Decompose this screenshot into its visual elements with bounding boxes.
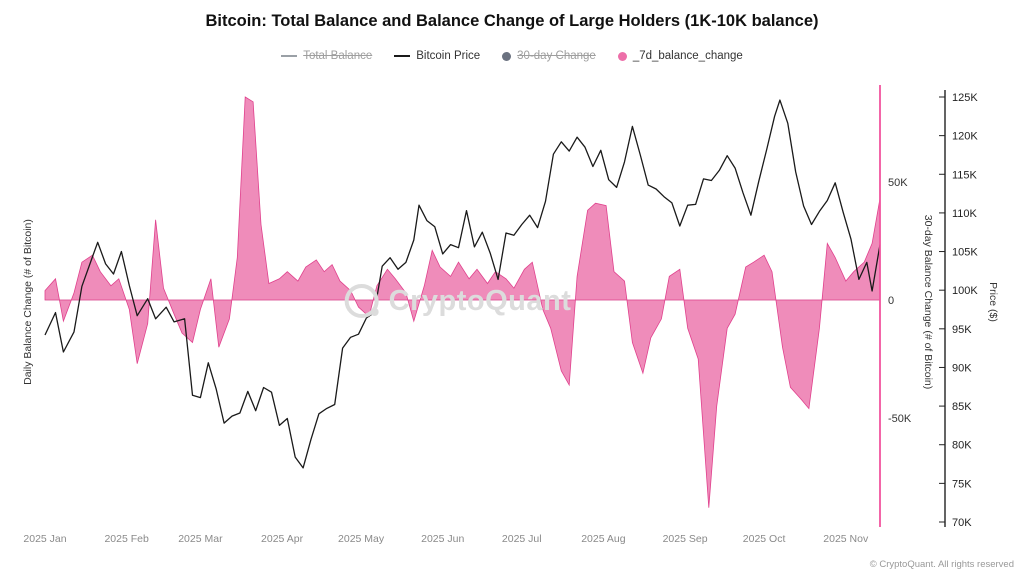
x-tick-label: 2025 Mar xyxy=(178,533,223,545)
right-outer-axis-title: Price ($) xyxy=(987,282,999,322)
x-tick-label: 2025 Aug xyxy=(581,533,626,545)
bitcoin-price-line[interactable] xyxy=(44,99,881,469)
legend-label: Bitcoin Price xyxy=(416,50,481,62)
legend-label: _7d_balance_change xyxy=(632,50,743,62)
legend-label: Total Balance xyxy=(303,50,373,62)
balance-tick-label: -50K xyxy=(888,413,912,425)
legend-item-bitcoin-price[interactable]: Bitcoin Price xyxy=(394,50,480,62)
x-tick-label: 2025 Jan xyxy=(23,533,66,545)
price-tick-label: 110K xyxy=(952,208,978,220)
legend-item-total-balance[interactable]: Total Balance xyxy=(281,50,372,62)
x-tick-label: 2025 May xyxy=(338,533,385,545)
balance-tick-label: 0 xyxy=(888,295,894,307)
price-tick-label: 100K xyxy=(952,285,978,297)
chart-title: Bitcoin: Total Balance and Balance Chang… xyxy=(205,12,819,30)
price-tick-label: 120K xyxy=(952,131,978,143)
price-tick-label: 115K xyxy=(952,169,978,181)
copyright-notice: © CryptoQuant. All rights reserved xyxy=(869,559,1014,570)
x-tick-label: 2025 Oct xyxy=(743,533,786,545)
price-tick-label: 80K xyxy=(952,440,972,452)
price-tick-label: 95K xyxy=(952,324,972,336)
price-tick-label: 85K xyxy=(952,401,972,413)
right-inner-axis-title: 30-day Balance Change (# of Bitcoin) xyxy=(922,214,934,390)
bitcoin-price-line-swatch xyxy=(394,55,411,57)
x-tick-label: 2025 Jun xyxy=(421,533,464,545)
price-tick-label: 90K xyxy=(952,362,972,374)
chart-legend: Total Balance Bitcoin Price 30-day Chang… xyxy=(0,50,1024,62)
x-tick-label: 2025 Sep xyxy=(663,533,708,545)
left-axis-title: Daily Balance Change (# of Bitcoin) xyxy=(22,219,34,385)
balance-tick-label: 50K xyxy=(888,177,908,189)
price-tick-label: 125K xyxy=(952,92,978,104)
seven-day-balance-change-area[interactable] xyxy=(44,96,881,508)
price-tick-label: 75K xyxy=(952,478,972,490)
legend-item-7d-balance-change[interactable]: _7d_balance_change xyxy=(617,50,743,62)
seven-day-balance-change-dot-swatch xyxy=(617,51,627,61)
price-tick-label: 105K xyxy=(952,247,978,259)
x-tick-label: 2025 Nov xyxy=(823,533,869,545)
legend-label: 30-day Change xyxy=(517,50,596,62)
x-tick-label: 2025 Feb xyxy=(104,533,149,545)
x-tick-label: 2025 Jul xyxy=(502,533,542,545)
price-tick-label: 70K xyxy=(952,517,972,529)
thirty-day-change-dot-swatch xyxy=(502,51,512,61)
total-balance-line-swatch xyxy=(281,55,298,57)
legend-item-30-day-change[interactable]: 30-day Change xyxy=(502,50,596,62)
x-tick-label: 2025 Apr xyxy=(261,533,304,545)
